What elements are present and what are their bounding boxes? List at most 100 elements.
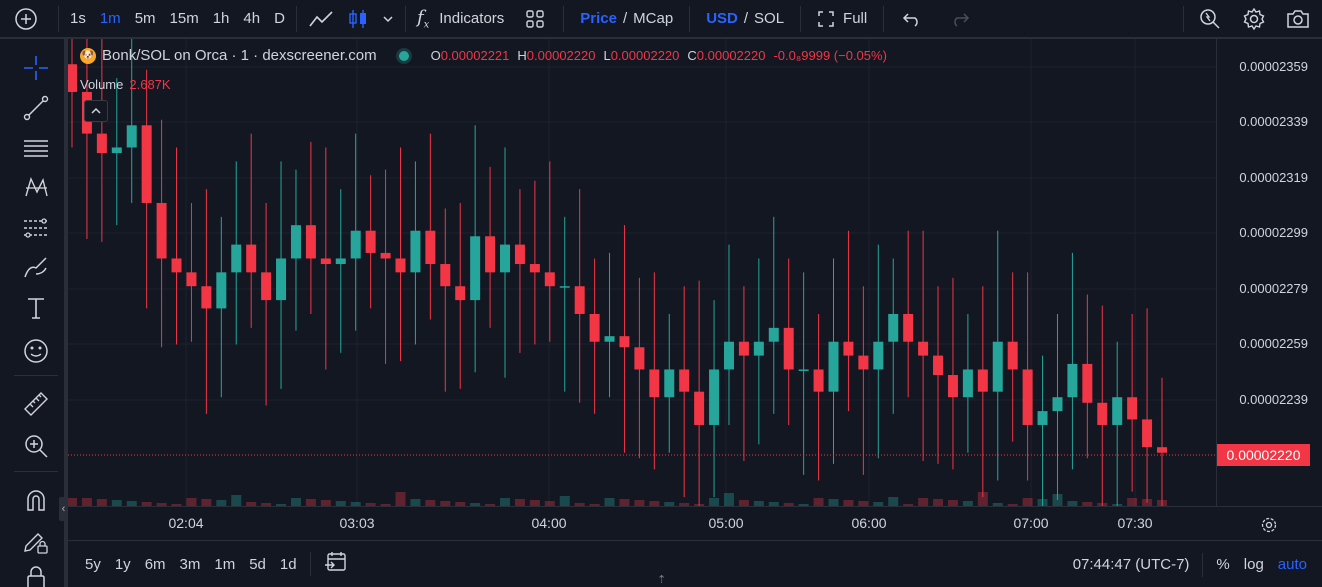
undo-icon: [903, 12, 918, 27]
zoom-in-tool[interactable]: [18, 428, 54, 464]
candle-body: [679, 369, 690, 392]
interval-D[interactable]: D: [274, 10, 285, 27]
candle-body: [977, 369, 988, 392]
candle-body: [664, 369, 675, 398]
sidebar-divider: [14, 471, 58, 472]
candles-chart-type-button[interactable]: [341, 0, 375, 38]
candle-body: [1052, 397, 1063, 412]
volume-bar: [873, 502, 884, 506]
chart-type-dropdown[interactable]: [375, 0, 401, 38]
clock: 07:44:47 (UTC-7): [1072, 556, 1190, 573]
pattern-tool[interactable]: [18, 170, 54, 206]
zoom-in-icon: [25, 435, 48, 458]
candle-body: [649, 369, 660, 398]
redo-button[interactable]: [936, 0, 984, 38]
interval-4h[interactable]: 4h: [243, 10, 261, 27]
candle-body: [1112, 397, 1123, 425]
candle-body: [96, 133, 107, 154]
range-5y[interactable]: 5y: [85, 555, 101, 573]
bottom-divider: [309, 552, 311, 576]
trend-line-tool[interactable]: [18, 90, 54, 126]
grid-icon: [526, 9, 544, 28]
scale-settings-button[interactable]: [1257, 513, 1281, 537]
add-symbol-button[interactable]: [0, 0, 54, 38]
text-tool[interactable]: [18, 290, 54, 326]
candle-body: [1127, 397, 1138, 420]
volume-bar: [962, 501, 973, 506]
ohlc-low: L0.00002220: [603, 48, 680, 63]
horizontal-lines-tool[interactable]: [18, 130, 54, 166]
volume-bar: [529, 500, 540, 506]
price-option[interactable]: Price: [580, 10, 617, 27]
line-chart-type-button[interactable]: [301, 0, 341, 38]
lock-drawings-tool[interactable]: [18, 524, 54, 560]
gear-icon: [1243, 7, 1265, 30]
sidebar-collapse-handle[interactable]: ‹: [59, 497, 68, 521]
chart-plot-area[interactable]: [68, 39, 1216, 506]
layouts-button[interactable]: [511, 0, 559, 38]
volume-bar: [1037, 499, 1048, 506]
emoji-tool[interactable]: [18, 333, 54, 369]
indicators-button[interactable]: fx Indicators: [410, 0, 511, 38]
interval-15m[interactable]: 15m: [169, 10, 199, 27]
range-1y[interactable]: 1y: [114, 555, 131, 573]
redo-icon: [954, 12, 970, 27]
volume-bar: [500, 498, 511, 506]
candle-body: [395, 258, 406, 273]
time-tick-label: 04:00: [531, 515, 567, 531]
crosshair-tool[interactable]: [18, 50, 54, 86]
magnet-tool[interactable]: [18, 482, 54, 518]
chart-legend: 🐶 Bonk/SOL on Orca · 1 · dexscreener.com…: [80, 47, 887, 64]
usd-sol-toggle[interactable]: USD / SOL: [694, 0, 796, 38]
price-chart[interactable]: 🐶 Bonk/SOL on Orca · 1 · dexscreener.com…: [68, 39, 1322, 506]
volume-bar: [141, 502, 152, 506]
price-mcap-toggle[interactable]: Price / MCap: [568, 0, 685, 38]
volume-bar: [1157, 500, 1167, 506]
screenshot-button[interactable]: [1276, 0, 1322, 38]
range-3m[interactable]: 3m: [179, 555, 201, 573]
range-1d[interactable]: 1d: [279, 555, 297, 573]
fib-tool[interactable]: [18, 210, 54, 246]
interval-5m[interactable]: 5m: [134, 10, 156, 27]
usd-option[interactable]: USD: [706, 10, 738, 27]
brush-tool[interactable]: [18, 250, 54, 286]
range-6m[interactable]: 6m: [144, 555, 166, 573]
goto-date-button[interactable]: [317, 551, 355, 577]
fib-retracement-icon: [24, 218, 48, 238]
candle-body: [529, 264, 540, 273]
lock-tool[interactable]: [18, 564, 54, 587]
range-1m[interactable]: 1m: [214, 555, 236, 573]
interval-1m[interactable]: 1m: [99, 10, 121, 27]
interval-1s[interactable]: 1s: [70, 10, 86, 27]
log-toggle[interactable]: log: [1243, 556, 1264, 573]
range-5d[interactable]: 5d: [249, 555, 266, 573]
candle-body: [365, 230, 376, 253]
candle-body: [589, 313, 600, 342]
collapse-legend-button[interactable]: [84, 100, 108, 122]
volume-bar: [395, 492, 406, 506]
chevron-left-icon: ‹: [61, 503, 66, 515]
sol-option[interactable]: SOL: [754, 10, 785, 27]
settings-button[interactable]: [1232, 0, 1276, 38]
fullscreen-button[interactable]: Full: [805, 0, 879, 38]
candle-body: [783, 327, 794, 370]
volume-bar: [947, 500, 958, 506]
pane-resize-handle[interactable]: ⇡: [657, 574, 667, 586]
price-scale[interactable]: 0.00002359 0.00002339 0.00002319 0.00002299…: [1216, 39, 1322, 506]
ruler-tool[interactable]: [18, 386, 54, 422]
interval-1h[interactable]: 1h: [212, 10, 230, 27]
undo-button[interactable]: [888, 0, 936, 38]
mcap-option[interactable]: MCap: [633, 10, 674, 27]
percent-toggle[interactable]: %: [1216, 556, 1230, 573]
volume-bar: [455, 502, 466, 506]
quick-search-button[interactable]: [1188, 0, 1232, 38]
volume-bar: [798, 504, 809, 506]
price-tick-label: 0.00002239: [1239, 392, 1308, 407]
slash-separator: /: [623, 10, 628, 27]
candle-body: [1142, 419, 1153, 448]
time-axis[interactable]: 02:04 03:03 04:00 05:00 06:00 07:00 07:30: [68, 506, 1322, 540]
chevron-down-icon: [383, 15, 393, 22]
calendar-arrow-icon: [324, 552, 346, 571]
auto-toggle[interactable]: auto: [1277, 556, 1307, 573]
price-tick-label: 0.00002359: [1239, 59, 1308, 74]
